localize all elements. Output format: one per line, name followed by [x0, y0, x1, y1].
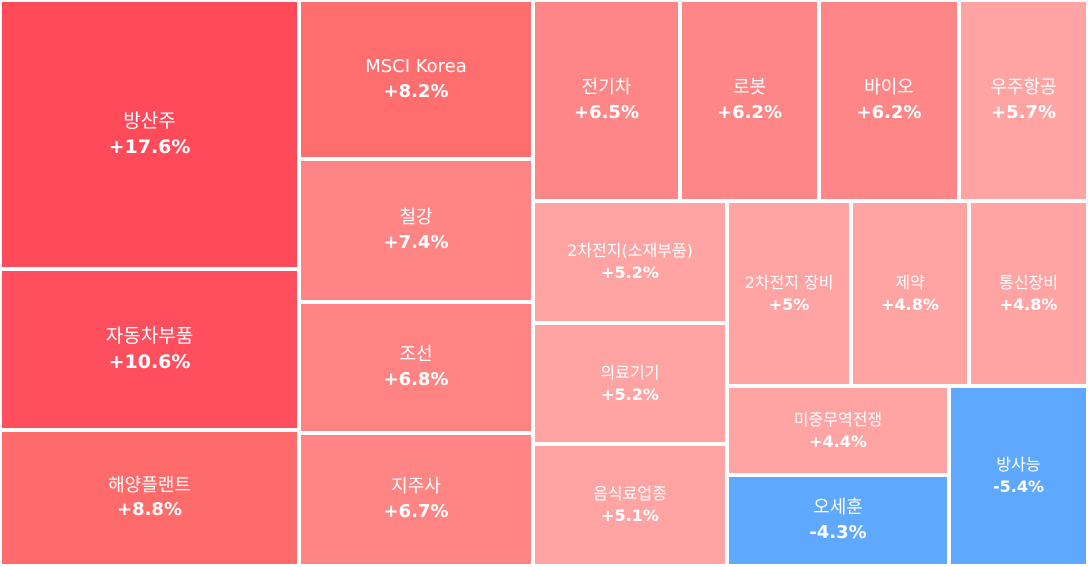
tile-name-label: 의료기기	[600, 362, 660, 382]
tile-value-label: +4.8%	[881, 294, 939, 314]
tile-value-label: -5.4%	[992, 477, 1044, 496]
tile-value-label: -4.3%	[809, 521, 867, 543]
tile-name-label: 방사능	[996, 455, 1041, 475]
tile-value-label: +8.8%	[116, 499, 182, 520]
tile-name-label: 2차전지(소재부품)	[567, 241, 693, 261]
treemap-tile[interactable]: MSCI Korea +8.2%	[299, 0, 533, 159]
tile-value-label: +6.8%	[383, 368, 449, 390]
tile-name-label: 전기차	[581, 77, 632, 99]
tile-value-label: +4.8%	[999, 294, 1058, 314]
tile-value-label: +5.1%	[601, 506, 659, 525]
treemap-tile[interactable]: 우주항공 +5.7%	[959, 0, 1088, 201]
tile-name-label: 조선	[399, 344, 433, 366]
tile-value-label: +7.4%	[383, 231, 449, 253]
treemap-tile[interactable]: 제약 +4.8%	[851, 201, 969, 386]
tile-name-label: 바이오	[864, 77, 914, 99]
tile-value-label: +6.5%	[573, 101, 639, 123]
tile-value-label: +8.2%	[383, 80, 449, 102]
tile-value-label: +17.6%	[108, 135, 191, 158]
tile-value-label: +5.2%	[601, 263, 659, 282]
treemap-tile[interactable]: 2차전지 장비 +5%	[727, 201, 851, 386]
treemap-tile[interactable]: 통신장비 +4.8%	[969, 201, 1088, 386]
tile-name-label: 자동차부품	[105, 324, 194, 347]
tile-name-label: 미중무역전쟁	[793, 409, 883, 429]
tile-value-label: +5%	[768, 294, 810, 314]
tile-value-label: +5.7%	[990, 101, 1056, 123]
treemap-tile[interactable]: 조선 +6.8%	[299, 302, 533, 433]
tile-name-label: 오세훈	[813, 497, 863, 519]
tile-name-label: 지주사	[391, 476, 441, 498]
treemap-tile[interactable]: 해양플랜트 +8.8%	[0, 430, 299, 566]
treemap-tile[interactable]: 2차전지(소재부품) +5.2%	[533, 201, 727, 323]
treemap-tile[interactable]: 자동차부품 +10.6%	[0, 269, 299, 430]
treemap-tile[interactable]: 전기차 +6.5%	[533, 0, 680, 201]
tile-value-label: +5.2%	[601, 384, 659, 404]
tile-value-label: +6.2%	[716, 101, 782, 123]
tile-name-label: 로봇	[732, 77, 767, 99]
tile-value-label: +6.7%	[383, 500, 449, 522]
treemap-tile[interactable]: 로봇 +6.2%	[680, 0, 819, 201]
tile-value-label: +6.2%	[856, 101, 922, 123]
treemap-tile[interactable]: 방산주 +17.6%	[0, 0, 299, 269]
tile-name-label: MSCI Korea	[365, 56, 467, 78]
tile-value-label: +10.6%	[108, 350, 191, 373]
treemap-tile[interactable]: 음식료업종 +5.1%	[533, 444, 727, 566]
treemap-tile[interactable]: 미중무역전쟁 +4.4%	[727, 386, 949, 475]
tile-name-label: 제약	[895, 272, 925, 292]
tile-name-label: 방산주	[123, 109, 176, 132]
treemap-tile[interactable]: 의료기기 +5.2%	[533, 323, 727, 444]
tile-name-label: 철강	[399, 207, 433, 229]
tile-name-label: 2차전지 장비	[744, 272, 834, 292]
tile-value-label: +4.4%	[809, 431, 867, 451]
tile-name-label: 통신장비	[999, 272, 1058, 292]
tile-name-label: 우주항공	[990, 77, 1057, 99]
treemap-tile[interactable]: 방사능 -5.4%	[949, 386, 1088, 566]
treemap-tile[interactable]: 바이오 +6.2%	[819, 0, 959, 201]
treemap-tile[interactable]: 철강 +7.4%	[299, 159, 533, 302]
tile-name-label: 음식료업종	[593, 484, 667, 504]
treemap-tile[interactable]: 오세훈 -4.3%	[727, 475, 949, 566]
tile-name-label: 해양플랜트	[108, 474, 191, 496]
treemap-tile[interactable]: 지주사 +6.7%	[299, 433, 533, 566]
